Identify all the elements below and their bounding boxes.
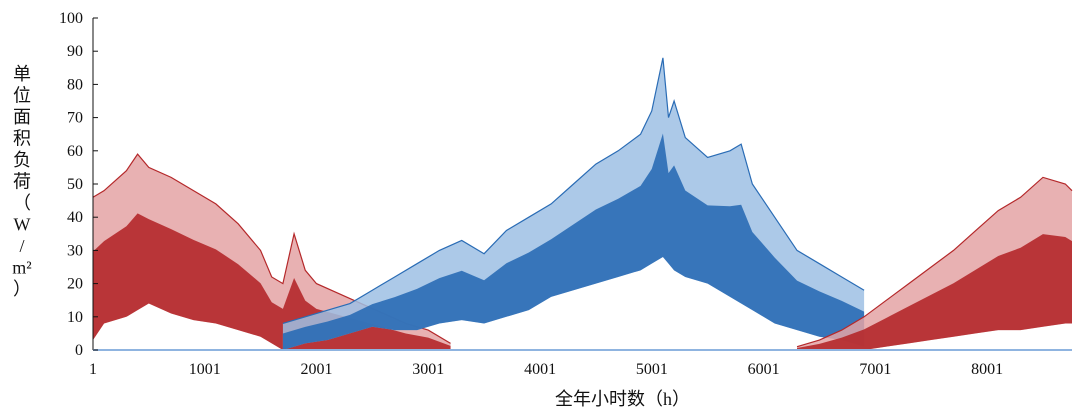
y-tick-label: 10 (67, 309, 83, 326)
heating-load-winter-core (93, 213, 451, 350)
x-tick-label: 5001 (636, 361, 668, 378)
x-ticks: 1 1001 2001 3001 4001 5001 6001 7001 8001 (89, 361, 1003, 378)
y-tick-label: 90 (67, 43, 83, 60)
y-axis-label-char: 单 (13, 64, 31, 84)
y-axis-label-char: 荷 (13, 172, 31, 192)
y-tick-label: 70 (67, 110, 83, 127)
y-tick-label: 20 (67, 276, 83, 293)
x-tick-label: 2001 (301, 361, 333, 378)
y-axis-label-char: ） (13, 279, 31, 299)
heating-load-late-year-series (796, 176, 1073, 350)
x-tick-label: 3001 (412, 361, 444, 378)
x-axis-label: 全年小时数（h） (555, 389, 690, 409)
y-axis-label-char: m² (12, 258, 31, 278)
y-tick-label: 0 (75, 342, 83, 359)
y-axis-label-char: 积 (13, 129, 31, 149)
heating-load-late-year-peak-line (796, 176, 1073, 348)
y-axis-label-char: 负 (13, 150, 31, 170)
cooling-load-summer-series (282, 57, 865, 351)
y-ticks: 0 10 20 30 40 50 60 70 80 90 100 (59, 10, 98, 359)
series-layer (92, 57, 1073, 351)
y-tick-label: 80 (67, 76, 83, 93)
y-tick-label: 50 (67, 176, 83, 193)
cooling-load-summer-core (282, 133, 865, 350)
y-tick-label: 30 (67, 242, 83, 259)
x-tick-label: 1001 (189, 361, 221, 378)
x-tick-label: 8001 (971, 361, 1003, 378)
x-tick-label: 1 (89, 361, 97, 378)
x-tick-label: 4001 (524, 361, 556, 378)
x-tick-label: 7001 (859, 361, 891, 378)
y-tick-label: 40 (67, 209, 83, 226)
y-tick-label: 60 (67, 143, 83, 160)
y-axis-label-char: W (14, 215, 31, 235)
heating-load-late-year-core (797, 234, 1072, 350)
cooling-load-summer-peak-line (282, 57, 865, 325)
y-axis-label-char: （ (13, 193, 31, 213)
y-axis-label-char: / (19, 236, 24, 256)
y-axis-label-char: 面 (13, 107, 31, 127)
y-axis-label-char: 位 (13, 86, 31, 106)
y-tick-label: 100 (59, 10, 83, 27)
x-tick-label: 6001 (748, 361, 780, 378)
